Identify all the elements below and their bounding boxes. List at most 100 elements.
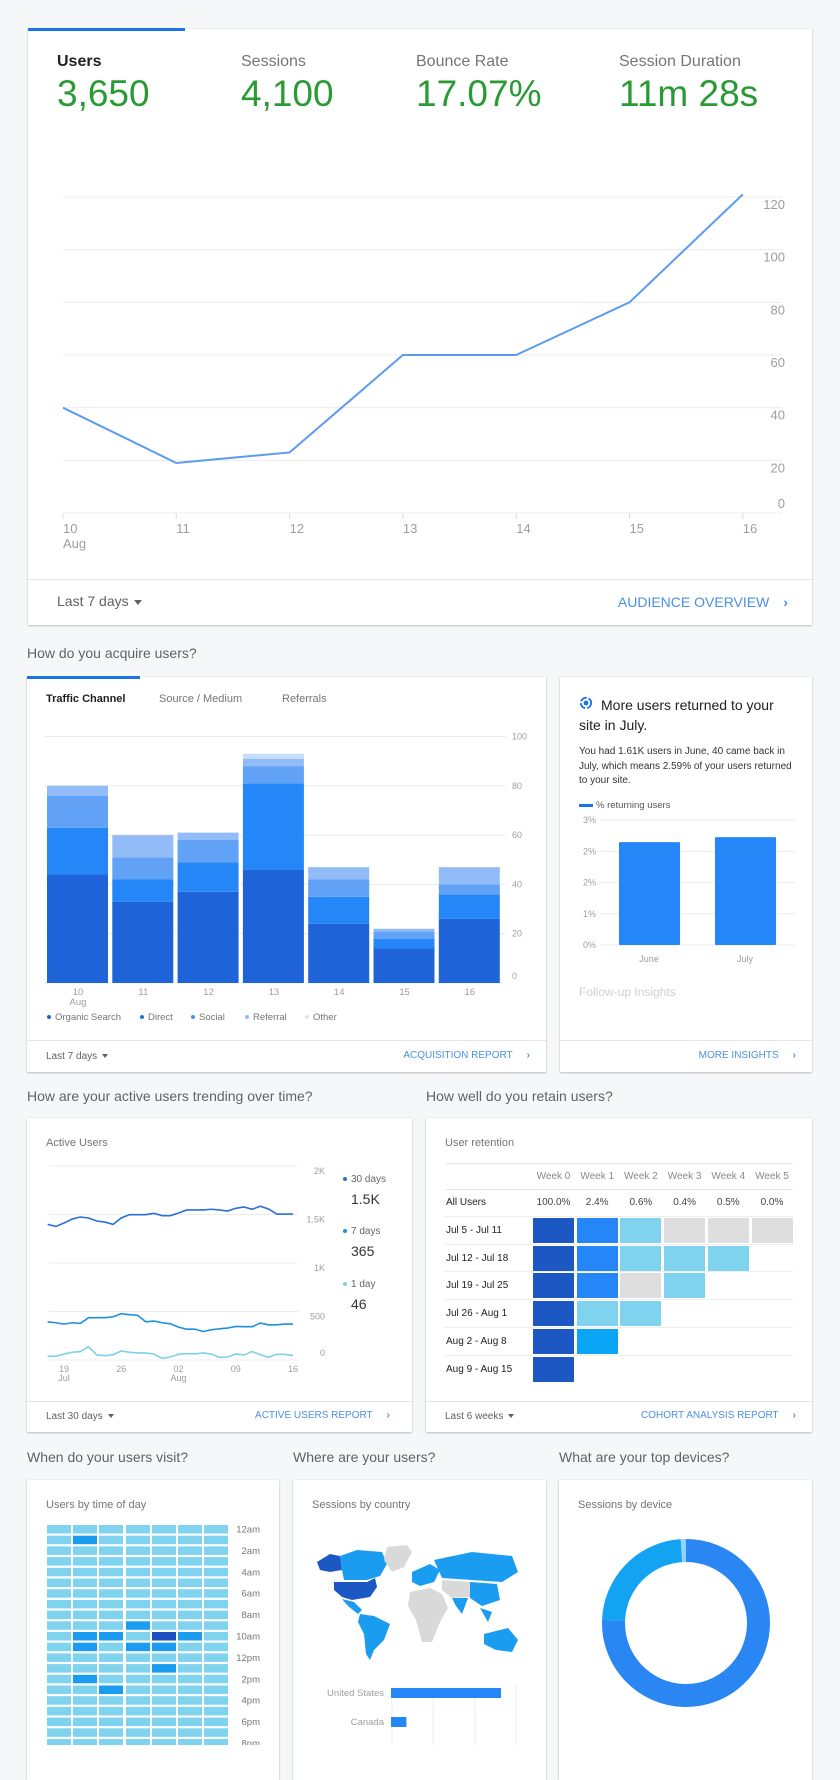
retention-cell [533,1246,574,1271]
column-header: Week 3 [664,1171,705,1182]
row-divider [445,1271,793,1272]
date-range-label: Last 7 days [46,1051,97,1062]
audience-overview-link[interactable]: AUDIENCE OVERVIEW › [618,594,788,610]
link-label: AUDIENCE OVERVIEW [618,594,769,610]
legend-1-day: 1 day 46 [343,1279,375,1312]
row-label: Jul 26 - Aug 1 [446,1308,507,1319]
caret-down-icon [134,600,142,605]
retention-cell [708,1246,749,1271]
row-divider [445,1216,793,1217]
legend-dot [305,1015,309,1019]
metric-tab-session-duration[interactable]: Session Duration 11m 28s [619,53,758,115]
metric-tab-bounce-rate[interactable]: Bounce Rate 17.07% [416,53,542,115]
active-users-report-link[interactable]: ACTIVE USERS REPORT› [255,1410,390,1421]
retention-cell [620,1301,661,1326]
table-divider [445,1163,793,1164]
legend-dot [343,1177,347,1181]
chevron-right-icon: › [783,594,788,610]
link-label: ACTIVE USERS REPORT [255,1410,373,1421]
row-divider [445,1299,793,1300]
row-label: Jul 5 - Jul 11 [446,1225,502,1236]
time-of-day-card [27,1480,279,1780]
legend-dot [343,1229,347,1233]
retention-cell [708,1218,749,1243]
overview-card [28,29,812,625]
all-users-value: 0.0% [752,1197,793,1208]
cohort-analysis-report-link[interactable]: COHORT ANALYSIS REPORT› [641,1410,796,1421]
retention-cell [752,1218,793,1243]
chevron-right-icon: › [527,1050,530,1061]
caret-down-icon [508,1414,514,1418]
all-users-value: 2.4% [577,1197,618,1208]
legend-value: 46 [351,1296,375,1312]
legend-label: Direct [148,1012,173,1023]
tab-source-medium[interactable]: Source / Medium [159,693,242,705]
card-title: Active Users [46,1137,108,1149]
all-users-value: 0.4% [664,1197,705,1208]
legend-label: Organic Search [55,1012,121,1023]
column-header: Week 0 [533,1171,574,1182]
tab-referrals[interactable]: Referrals [282,693,327,705]
legend-dot [140,1015,144,1019]
legend-referral: Referral [245,1012,287,1023]
retention-cell [620,1273,661,1298]
column-header: Week 4 [708,1171,749,1182]
follow-up-insights[interactable]: Follow-up Insights [579,985,676,999]
date-range-dropdown[interactable]: Last 30 days [46,1411,114,1422]
legend-swatch [579,804,593,807]
date-range-label: Last 7 days [57,593,129,609]
retention-cell [664,1246,705,1271]
metric-tab-sessions[interactable]: Sessions 4,100 [241,53,334,115]
column-header: Week 1 [577,1171,618,1182]
tab-traffic-channel[interactable]: Traffic Channel [46,693,125,705]
insight-title: More users returned to your site in July… [579,695,794,735]
date-range-label: Last 30 days [46,1411,103,1422]
caret-down-icon [102,1054,108,1058]
metric-label: Sessions [241,53,334,71]
legend-value: 365 [351,1243,380,1259]
legend-label: 1 day [351,1279,375,1290]
card-title: Users by time of day [46,1499,146,1511]
insight-body: You had 1.61K users in June, 40 came bac… [579,745,794,789]
retention-cell [577,1301,618,1326]
retention-cell [577,1273,618,1298]
row-label: Aug 9 - Aug 15 [446,1364,512,1375]
more-insights-link[interactable]: MORE INSIGHTS› [699,1050,796,1061]
table-divider [445,1189,793,1190]
section-heading: How are your active users trending over … [27,1088,313,1104]
section-heading: What are your top devices? [559,1449,729,1465]
metric-value: 3,650 [57,73,150,115]
metric-value: 11m 28s [619,73,758,115]
date-range-dropdown[interactable]: Last 7 days [46,1051,108,1062]
legend-label: Social [199,1012,225,1023]
date-range-dropdown[interactable]: Last 7 days [57,593,142,609]
metric-value: 4,100 [241,73,334,115]
footer-divider [27,1040,546,1041]
legend-label: Other [313,1012,337,1023]
legend-dot [343,1282,347,1286]
metric-label: Bounce Rate [416,53,542,71]
row-divider [445,1244,793,1245]
row-divider [445,1355,793,1356]
legend-other: Other [305,1012,337,1023]
legend-dot [245,1015,249,1019]
legend-organic-search: Organic Search [47,1012,121,1023]
link-label: ACQUISITION REPORT [403,1050,512,1061]
legend-social: Social [191,1012,225,1023]
row-label: Aug 2 - Aug 8 [446,1336,507,1347]
metric-tab-users[interactable]: Users 3,650 [57,53,150,115]
legend-label: 7 days [351,1226,380,1237]
row-label: Jul 12 - Jul 18 [446,1253,508,1264]
section-heading: How well do you retain users? [426,1088,613,1104]
insight-card [560,677,812,1072]
all-users-value: 100.0% [533,1197,574,1208]
country-card [293,1480,546,1780]
retention-cell [533,1218,574,1243]
legend-label: % returning users [596,800,670,811]
date-range-dropdown[interactable]: Last 6 weeks [445,1411,514,1422]
acquisition-report-link[interactable]: ACQUISITION REPORT › [403,1050,530,1061]
card-title: Sessions by device [578,1499,672,1511]
row-label: Jul 19 - Jul 25 [446,1280,508,1291]
section-heading: How do you acquire users? [27,645,197,661]
metric-label: Session Duration [619,53,758,71]
